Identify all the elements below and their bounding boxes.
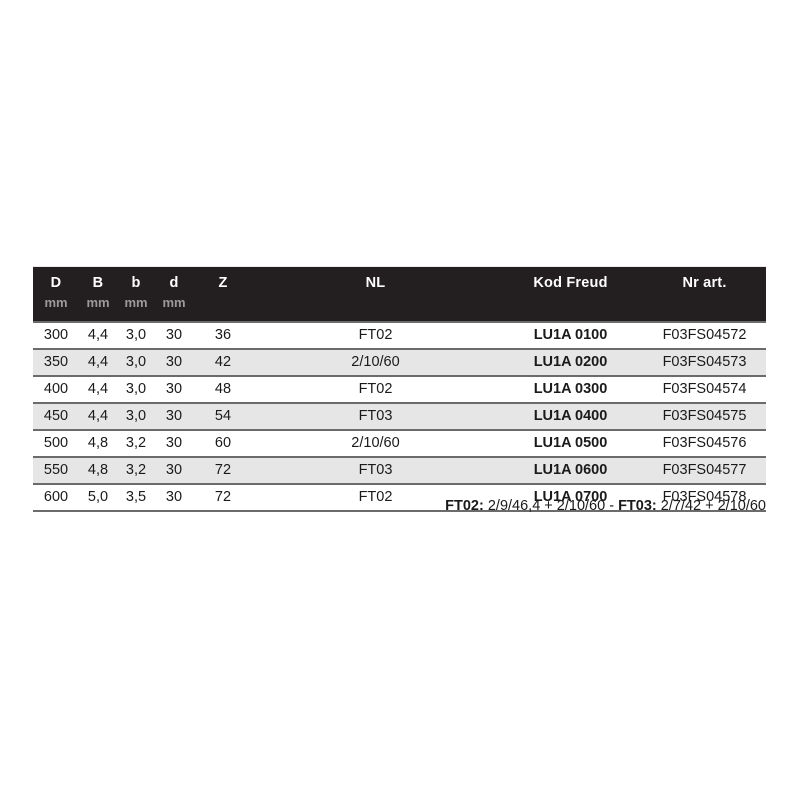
column-header-D: D [33, 266, 79, 295]
cell-kod: LU1A 0100 [498, 321, 643, 349]
cell-B: 5,0 [79, 483, 117, 512]
cell-D: 400 [33, 375, 79, 403]
footnote-separator: - [609, 498, 615, 514]
cell-nr: F03FS04572 [643, 321, 766, 349]
cell-nr: F03FS04574 [643, 375, 766, 403]
cell-D: 600 [33, 483, 79, 512]
cell-NL: 2/10/60 [253, 348, 498, 376]
cell-d: 30 [155, 348, 193, 376]
cell-d: 30 [155, 456, 193, 484]
cell-B: 4,4 [79, 402, 117, 430]
footnote-ft03-label: FT03: [618, 498, 657, 514]
cell-D: 300 [33, 321, 79, 349]
cell-B: 4,8 [79, 456, 117, 484]
table-row: 350 4,4 3,0 30 42 2/10/60 LU1A 0200 F03FS04573 [33, 348, 766, 376]
column-header-B: B [79, 266, 117, 295]
cell-nr: F03FS04578 [643, 483, 766, 512]
column-unit-b: mm [117, 295, 155, 322]
cell-kod: LU1A 0700 [498, 483, 643, 512]
cell-nr: F03FS04577 [643, 456, 766, 484]
footnote-ft02-label: FT02: [445, 498, 484, 514]
table-body: 300 4,4 3,0 30 36 FT02 LU1A 0100 F03FS04572 350 4… [33, 321, 766, 512]
cell-b: 3,5 [117, 483, 155, 512]
cell-b: 3,2 [117, 456, 155, 484]
cell-b: 3,0 [117, 375, 155, 403]
cell-Z: 72 [193, 456, 253, 484]
footnote-ft02-value: 2/9/46,4 + 2/10/60 [487, 498, 606, 514]
table-row: 450 4,4 3,0 30 54 FT03 LU1A 0400 F03FS04575 [33, 402, 766, 430]
cell-NL: FT02 [253, 483, 498, 512]
column-header-b: b [117, 266, 155, 295]
column-header-d: d [155, 266, 193, 295]
table-header-row-units: mm mm mm mm [33, 295, 766, 322]
column-unit-Z [193, 295, 253, 322]
column-header-nr-art: Nr art. [643, 266, 766, 295]
table-row: 300 4,4 3,0 30 36 FT02 LU1A 0100 F03FS04572 [33, 321, 766, 349]
cell-Z: 72 [193, 483, 253, 512]
cell-Z: 54 [193, 402, 253, 430]
table-row: 500 4,8 3,2 30 60 2/10/60 LU1A 0500 F03FS04576 [33, 429, 766, 457]
cell-kod: LU1A 0400 [498, 402, 643, 430]
cell-D: 500 [33, 429, 79, 457]
cell-D: 550 [33, 456, 79, 484]
column-unit-d: mm [155, 295, 193, 322]
cell-d: 30 [155, 375, 193, 403]
footnote: FT02: 2/9/46,4 + 2/10/60 - FT03: 2/7/42 … [33, 498, 766, 514]
cell-b: 3,0 [117, 321, 155, 349]
table-header-row-main: D B b d Z NL Kod Freud Nr art. [33, 266, 766, 295]
specification-table: D B b d Z NL Kod Freud Nr art. mm mm mm … [33, 266, 766, 512]
table-header: D B b d Z NL Kod Freud Nr art. mm mm mm … [33, 266, 766, 322]
cell-Z: 60 [193, 429, 253, 457]
column-unit-kod [498, 295, 643, 322]
footnote-ft03-value: 2/7/42 + 2/10/60 [660, 498, 766, 514]
column-unit-D: mm [33, 295, 79, 322]
table-row: 600 5,0 3,5 30 72 FT02 LU1A 0700 F03FS04578 [33, 483, 766, 512]
cell-D: 350 [33, 348, 79, 376]
column-header-kod-freud: Kod Freud [498, 266, 643, 295]
cell-kod: LU1A 0500 [498, 429, 643, 457]
column-unit-nr [643, 295, 766, 322]
cell-NL: 2/10/60 [253, 429, 498, 457]
cell-d: 30 [155, 429, 193, 457]
cell-d: 30 [155, 321, 193, 349]
cell-nr: F03FS04575 [643, 402, 766, 430]
cell-NL: FT02 [253, 375, 498, 403]
cell-kod: LU1A 0600 [498, 456, 643, 484]
cell-B: 4,4 [79, 375, 117, 403]
cell-D: 450 [33, 402, 79, 430]
cell-NL: FT03 [253, 456, 498, 484]
cell-b: 3,0 [117, 348, 155, 376]
cell-Z: 48 [193, 375, 253, 403]
column-header-Z: Z [193, 266, 253, 295]
cell-b: 3,0 [117, 402, 155, 430]
cell-d: 30 [155, 402, 193, 430]
column-unit-B: mm [79, 295, 117, 322]
cell-nr: F03FS04576 [643, 429, 766, 457]
cell-nr: F03FS04573 [643, 348, 766, 376]
cell-d: 30 [155, 483, 193, 512]
cell-b: 3,2 [117, 429, 155, 457]
cell-kod: LU1A 0200 [498, 348, 643, 376]
table-row: 400 4,4 3,0 30 48 FT02 LU1A 0300 F03FS04574 [33, 375, 766, 403]
cell-Z: 42 [193, 348, 253, 376]
cell-NL: FT02 [253, 321, 498, 349]
cell-B: 4,8 [79, 429, 117, 457]
spec-table-container: D B b d Z NL Kod Freud Nr art. mm mm mm … [33, 266, 766, 512]
cell-kod: LU1A 0300 [498, 375, 643, 403]
cell-B: 4,4 [79, 348, 117, 376]
column-header-NL: NL [253, 266, 498, 295]
cell-NL: FT03 [253, 402, 498, 430]
column-unit-NL [253, 295, 498, 322]
cell-B: 4,4 [79, 321, 117, 349]
table-row: 550 4,8 3,2 30 72 FT03 LU1A 0600 F03FS04577 [33, 456, 766, 484]
cell-Z: 36 [193, 321, 253, 349]
